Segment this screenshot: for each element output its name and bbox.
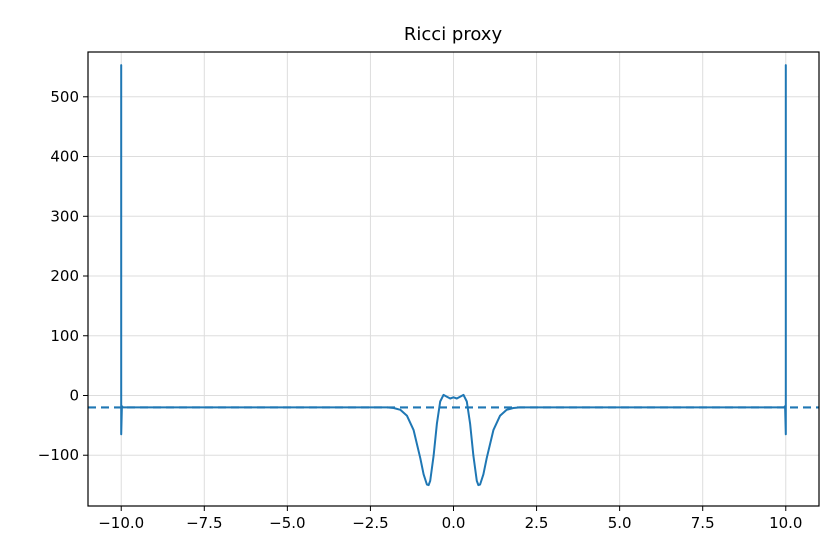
x-tick-label: −5.0 — [269, 514, 305, 532]
x-tick-label: 10.0 — [769, 514, 802, 532]
y-tick-label: 100 — [50, 327, 79, 345]
axes-ticks: −10.0 −7.5 −5.0 −2.5 0.0 2.5 5.0 7.5 10.0 −100 0 10… — [38, 88, 803, 532]
x-tick-label: −10.0 — [98, 514, 144, 532]
chart-title: Ricci proxy — [404, 24, 503, 45]
grid — [88, 52, 819, 506]
x-tick-label: −2.5 — [352, 514, 388, 532]
x-tick-label: 5.0 — [608, 514, 632, 532]
y-tick-label: 300 — [50, 207, 79, 225]
y-tick-label: 400 — [50, 148, 79, 166]
y-tick-label: −100 — [38, 446, 79, 464]
y-tick-label: 200 — [50, 267, 79, 285]
plot-area — [88, 64, 819, 487]
series-line — [120, 64, 787, 487]
x-tick-label: 7.5 — [691, 514, 715, 532]
x-tick-label: 2.5 — [525, 514, 549, 532]
y-tick-label: 0 — [69, 386, 79, 404]
y-tick-label: 500 — [50, 88, 79, 106]
x-tick-label: −7.5 — [186, 514, 222, 532]
x-tick-label: 0.0 — [442, 514, 466, 532]
